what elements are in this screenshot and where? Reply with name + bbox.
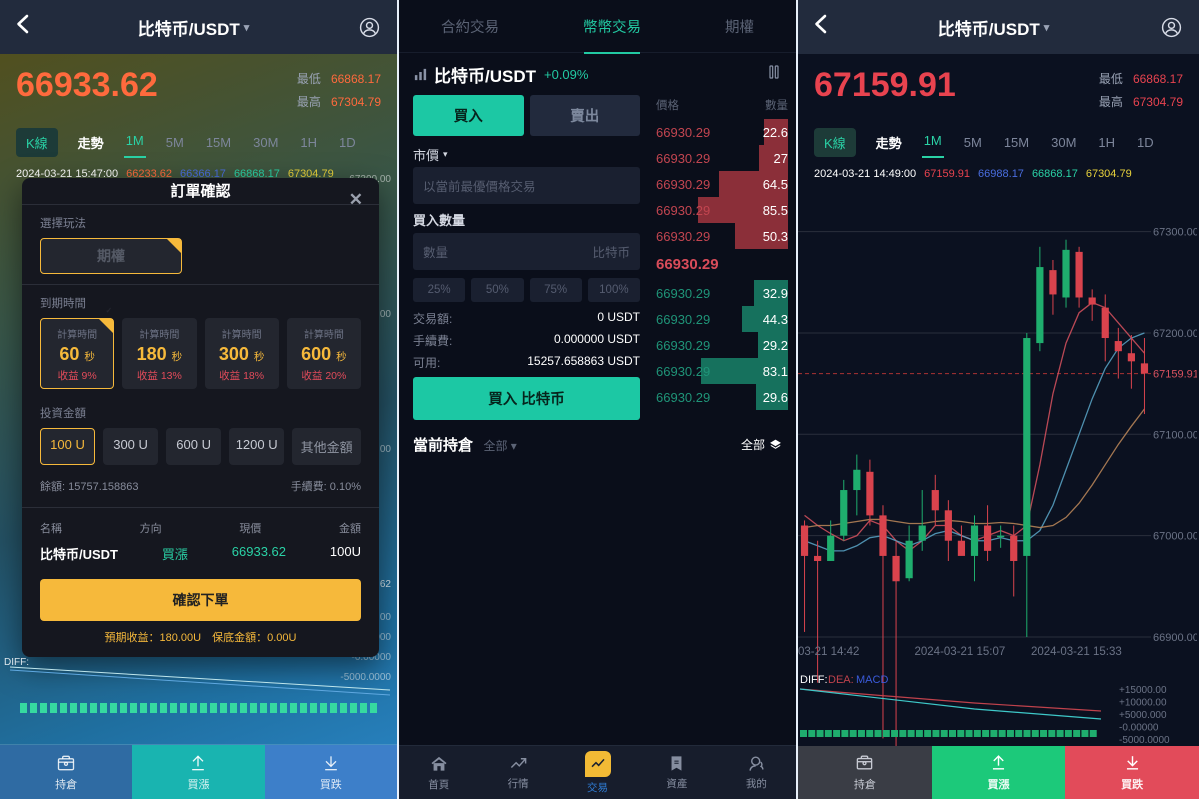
svg-text:67200.00: 67200.00 xyxy=(1153,328,1197,340)
svg-text:67100.00: 67100.00 xyxy=(1153,429,1197,441)
svg-text:+5000.000: +5000.000 xyxy=(1119,710,1167,721)
svg-text:67159.91: 67159.91 xyxy=(1153,368,1197,380)
svg-text:+15000.00: +15000.00 xyxy=(1119,685,1167,696)
svg-text:2024-03-21 15:33: 2024-03-21 15:33 xyxy=(1031,646,1122,658)
svg-text:03-21 14:42: 03-21 14:42 xyxy=(798,646,859,658)
svg-text:MACD: MACD xyxy=(856,674,888,686)
svg-text:+10000.00: +10000.00 xyxy=(1119,697,1167,708)
svg-text:DIFF:: DIFF: xyxy=(800,674,828,686)
svg-text:2024-03-21 15:07: 2024-03-21 15:07 xyxy=(914,646,1005,658)
svg-text:67000.00: 67000.00 xyxy=(1153,530,1197,542)
svg-text:DEA:: DEA: xyxy=(828,674,854,686)
svg-text:66900.00: 66900.00 xyxy=(1153,632,1197,644)
svg-text:-0.00000: -0.00000 xyxy=(1119,722,1159,733)
svg-text:-5000.0000: -5000.0000 xyxy=(1119,735,1170,746)
svg-text:67300.00: 67300.00 xyxy=(1153,226,1197,238)
